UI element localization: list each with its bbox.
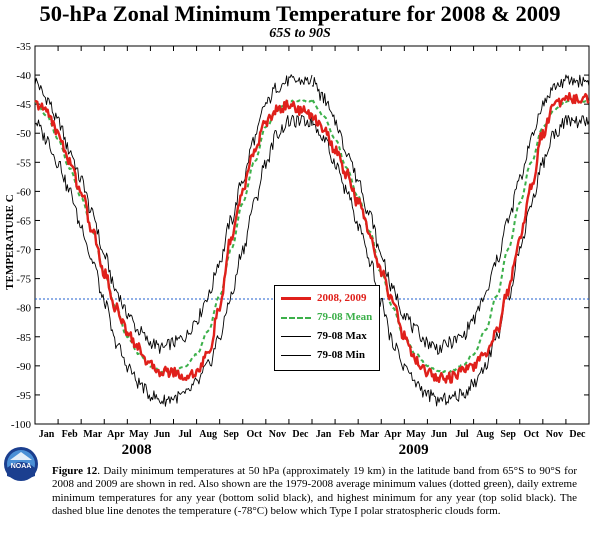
x-tick-label: Jun bbox=[154, 429, 171, 440]
figure-caption: Figure 12. Daily minimum temperatures at… bbox=[52, 465, 577, 519]
legend: 2008, 2009 79-08 Mean 79-08 Max 79-08 Mi… bbox=[274, 285, 380, 371]
legend-item-max: 79-08 Max bbox=[281, 329, 381, 343]
legend-item-2008-2009: 2008, 2009 bbox=[281, 291, 381, 305]
legend-label: 79-08 Mean bbox=[317, 311, 373, 323]
y-tick-label: -95 bbox=[16, 390, 31, 402]
x-tick-label: Nov bbox=[546, 429, 563, 440]
y-tick-label: -90 bbox=[16, 361, 31, 373]
x-tick-label: Apr bbox=[384, 429, 402, 440]
x-tick-label: Apr bbox=[107, 429, 125, 440]
y-tick-label: -75 bbox=[16, 274, 31, 286]
x-tick-label: Feb bbox=[339, 429, 356, 440]
noaa-logo-icon: NOAA bbox=[4, 447, 38, 481]
legend-swatch-black bbox=[281, 355, 311, 356]
chart-subtitle: 65S to 90S bbox=[269, 26, 331, 41]
series-line bbox=[311, 74, 590, 355]
y-tick-label: -65 bbox=[16, 215, 31, 227]
x-tick-label: Mar bbox=[83, 429, 102, 440]
year-label: 2008 bbox=[122, 442, 152, 458]
x-tick-label: Feb bbox=[62, 429, 79, 440]
y-tick-label: -45 bbox=[16, 99, 31, 111]
x-tick-label: Sep bbox=[500, 429, 516, 440]
chart-svg: -35 -40 -45 -50 -55 -60 -65 -70 -75 -80 -85 -90 -95 -… bbox=[11, 41, 590, 458]
y-tick-label: -50 bbox=[16, 128, 31, 140]
caption-label: Figure 12 bbox=[52, 465, 98, 477]
legend-swatch-green bbox=[281, 317, 311, 319]
x-tick-label: Dec bbox=[292, 429, 309, 440]
y-tick-label: -55 bbox=[16, 157, 31, 169]
legend-item-mean: 79-08 Mean bbox=[281, 310, 381, 324]
caption-text: . Daily minimum temperatures at 50 hPa (… bbox=[52, 465, 577, 518]
x-tick-label: May bbox=[129, 429, 148, 440]
y-tick-label: -100 bbox=[11, 419, 32, 431]
y-tick-label: -35 bbox=[16, 41, 31, 53]
y-tick-label: -80 bbox=[16, 303, 31, 315]
y-tick-label: -85 bbox=[16, 332, 31, 344]
x-tick-label: Jul bbox=[178, 429, 192, 440]
x-tick-label: Sep bbox=[223, 429, 239, 440]
x-tick-label: Jul bbox=[455, 429, 469, 440]
x-tick-label: Jan bbox=[316, 429, 332, 440]
series-line bbox=[34, 74, 313, 354]
series-line bbox=[34, 99, 313, 374]
legend-label: 79-08 Min bbox=[317, 349, 365, 361]
y-tick-label: -40 bbox=[16, 70, 31, 82]
x-tick-label: Jun bbox=[431, 429, 448, 440]
legend-label: 2008, 2009 bbox=[317, 292, 367, 304]
series-line bbox=[34, 92, 590, 384]
series-line bbox=[311, 114, 590, 407]
x-tick-label: May bbox=[406, 429, 425, 440]
chart-title: 50-hPa Zonal Minimum Temperature for 200… bbox=[39, 1, 561, 26]
x-axis: Jan Feb Mar Apr May Jun Jul Aug Sep Oct Nov Dec Jan F… bbox=[34, 46, 590, 458]
x-tick-label: Aug bbox=[199, 429, 217, 440]
x-tick-label: Oct bbox=[524, 429, 540, 440]
x-tick-label: Mar bbox=[360, 429, 379, 440]
y-axis: -35 -40 -45 -50 -55 -60 -65 -70 -75 -80 -85 -90 -95 -… bbox=[11, 41, 589, 431]
svg-text:NOAA: NOAA bbox=[11, 463, 32, 470]
legend-label: 79-08 Max bbox=[317, 330, 367, 342]
x-tick-label: Jan bbox=[39, 429, 55, 440]
x-tick-label: Oct bbox=[247, 429, 263, 440]
x-tick-label: Dec bbox=[569, 429, 586, 440]
x-tick-label: Aug bbox=[476, 429, 494, 440]
series-layer bbox=[34, 74, 590, 407]
legend-swatch-black bbox=[281, 336, 311, 337]
series-line bbox=[311, 99, 590, 374]
year-label: 2009 bbox=[399, 442, 429, 458]
x-tick-label: Nov bbox=[269, 429, 286, 440]
legend-item-min: 79-08 Min bbox=[281, 348, 381, 362]
y-tick-label: -60 bbox=[16, 186, 31, 198]
y-axis-label: TEMPERATURE C bbox=[4, 194, 16, 290]
y-tick-label: -70 bbox=[16, 245, 31, 257]
legend-swatch-red bbox=[281, 297, 311, 300]
series-line bbox=[34, 114, 313, 407]
